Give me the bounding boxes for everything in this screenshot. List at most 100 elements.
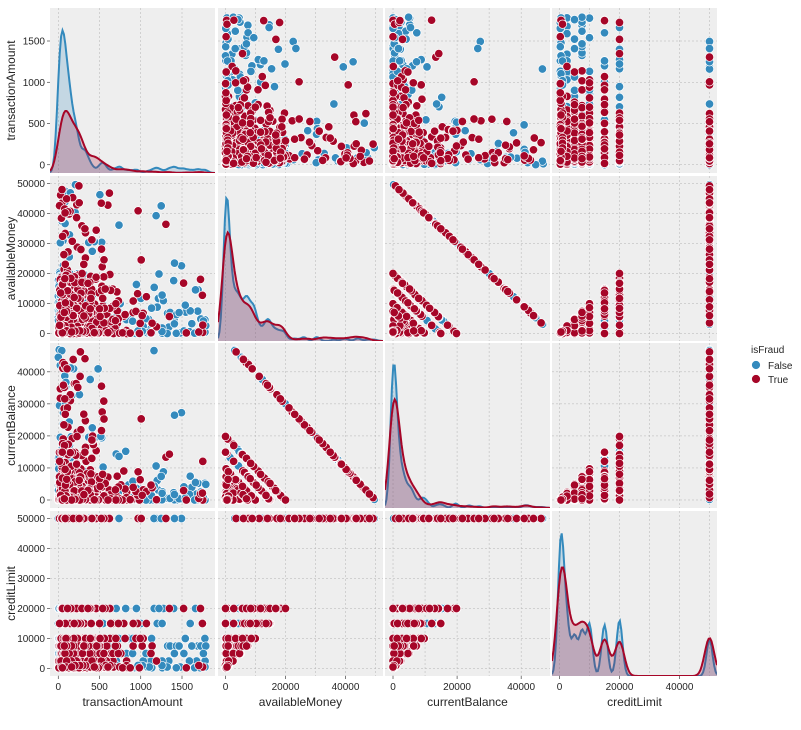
- point-false: [249, 33, 259, 43]
- point-false: [154, 269, 164, 279]
- panel-transactionAmount-vs-currentBalance: [385, 8, 550, 173]
- point-true: [555, 32, 565, 42]
- point-true: [403, 67, 413, 77]
- point-true: [221, 67, 231, 77]
- point-true: [294, 114, 304, 124]
- point-true: [314, 126, 324, 136]
- point-false: [151, 211, 161, 221]
- point-true: [59, 250, 69, 260]
- y-tick-label: 1000: [23, 78, 46, 89]
- point-true: [290, 134, 300, 144]
- point-false: [405, 22, 416, 33]
- point-true: [318, 155, 328, 165]
- point-true: [569, 100, 580, 110]
- point-true: [231, 78, 241, 88]
- point-false: [246, 66, 256, 76]
- point-true: [599, 158, 610, 168]
- point-true: [412, 101, 422, 111]
- point-true: [271, 130, 281, 140]
- point-false: [584, 33, 595, 43]
- point-true: [343, 80, 353, 90]
- point-false: [704, 43, 715, 54]
- point-false: [230, 26, 240, 36]
- point-true: [599, 127, 610, 137]
- point-false: [169, 319, 179, 329]
- point-true: [519, 151, 529, 161]
- point-true: [577, 85, 587, 95]
- point-true: [577, 134, 587, 144]
- point-true: [364, 156, 374, 166]
- point-true: [147, 318, 157, 328]
- point-true: [388, 124, 398, 134]
- point-true: [194, 327, 204, 337]
- point-false: [174, 308, 184, 318]
- point-true: [536, 138, 546, 148]
- point-true: [351, 139, 361, 149]
- point-true: [704, 117, 715, 127]
- point-true: [243, 82, 253, 92]
- point-false: [412, 57, 422, 67]
- point-true: [181, 328, 191, 338]
- point-true: [614, 49, 625, 59]
- point-false: [437, 92, 447, 102]
- point-true: [361, 109, 371, 119]
- point-true: [614, 150, 625, 160]
- point-false: [221, 42, 231, 52]
- kde-true-fill: [50, 111, 215, 173]
- point-true: [238, 76, 248, 86]
- point-false: [243, 28, 253, 38]
- point-true: [584, 93, 595, 103]
- point-true: [294, 77, 304, 87]
- point-true: [416, 80, 426, 90]
- point-true: [393, 76, 403, 86]
- point-true: [324, 122, 334, 132]
- point-true: [330, 52, 340, 62]
- point-true: [417, 94, 427, 104]
- point-false: [338, 62, 348, 72]
- point-false: [303, 126, 313, 136]
- point-true: [245, 118, 255, 128]
- point-false: [508, 128, 519, 138]
- point-true: [238, 145, 248, 155]
- point-false: [95, 190, 105, 200]
- point-true: [529, 133, 539, 143]
- point-true: [704, 77, 715, 87]
- point-true: [304, 137, 315, 147]
- point-true: [87, 235, 97, 245]
- point-true: [164, 311, 174, 322]
- point-true: [584, 102, 595, 112]
- point-true: [584, 78, 595, 88]
- point-true: [409, 151, 419, 161]
- point-true: [351, 117, 361, 127]
- point-true: [368, 139, 378, 149]
- point-true: [458, 137, 468, 147]
- point-true: [253, 85, 263, 95]
- point-true: [528, 145, 539, 155]
- point-true: [599, 16, 610, 26]
- point-false: [569, 85, 580, 95]
- point-true: [562, 61, 572, 72]
- point-true: [427, 15, 437, 25]
- kde-false-fill: [50, 30, 215, 173]
- point-false: [555, 42, 565, 52]
- point-false: [577, 12, 587, 22]
- point-true: [388, 32, 398, 42]
- point-false: [584, 66, 595, 76]
- point-false: [156, 201, 166, 211]
- point-false: [577, 39, 587, 49]
- point-false: [280, 59, 290, 69]
- point-true: [62, 194, 72, 204]
- point-true: [58, 231, 68, 241]
- point-true: [414, 115, 424, 125]
- point-true: [257, 72, 267, 82]
- point-false: [412, 28, 422, 38]
- point-true: [265, 113, 275, 123]
- point-true: [222, 19, 232, 29]
- point-false: [241, 39, 251, 49]
- point-false: [190, 285, 201, 295]
- point-false: [230, 44, 240, 54]
- point-true: [134, 328, 144, 338]
- point-false: [473, 43, 483, 54]
- point-true: [614, 130, 625, 140]
